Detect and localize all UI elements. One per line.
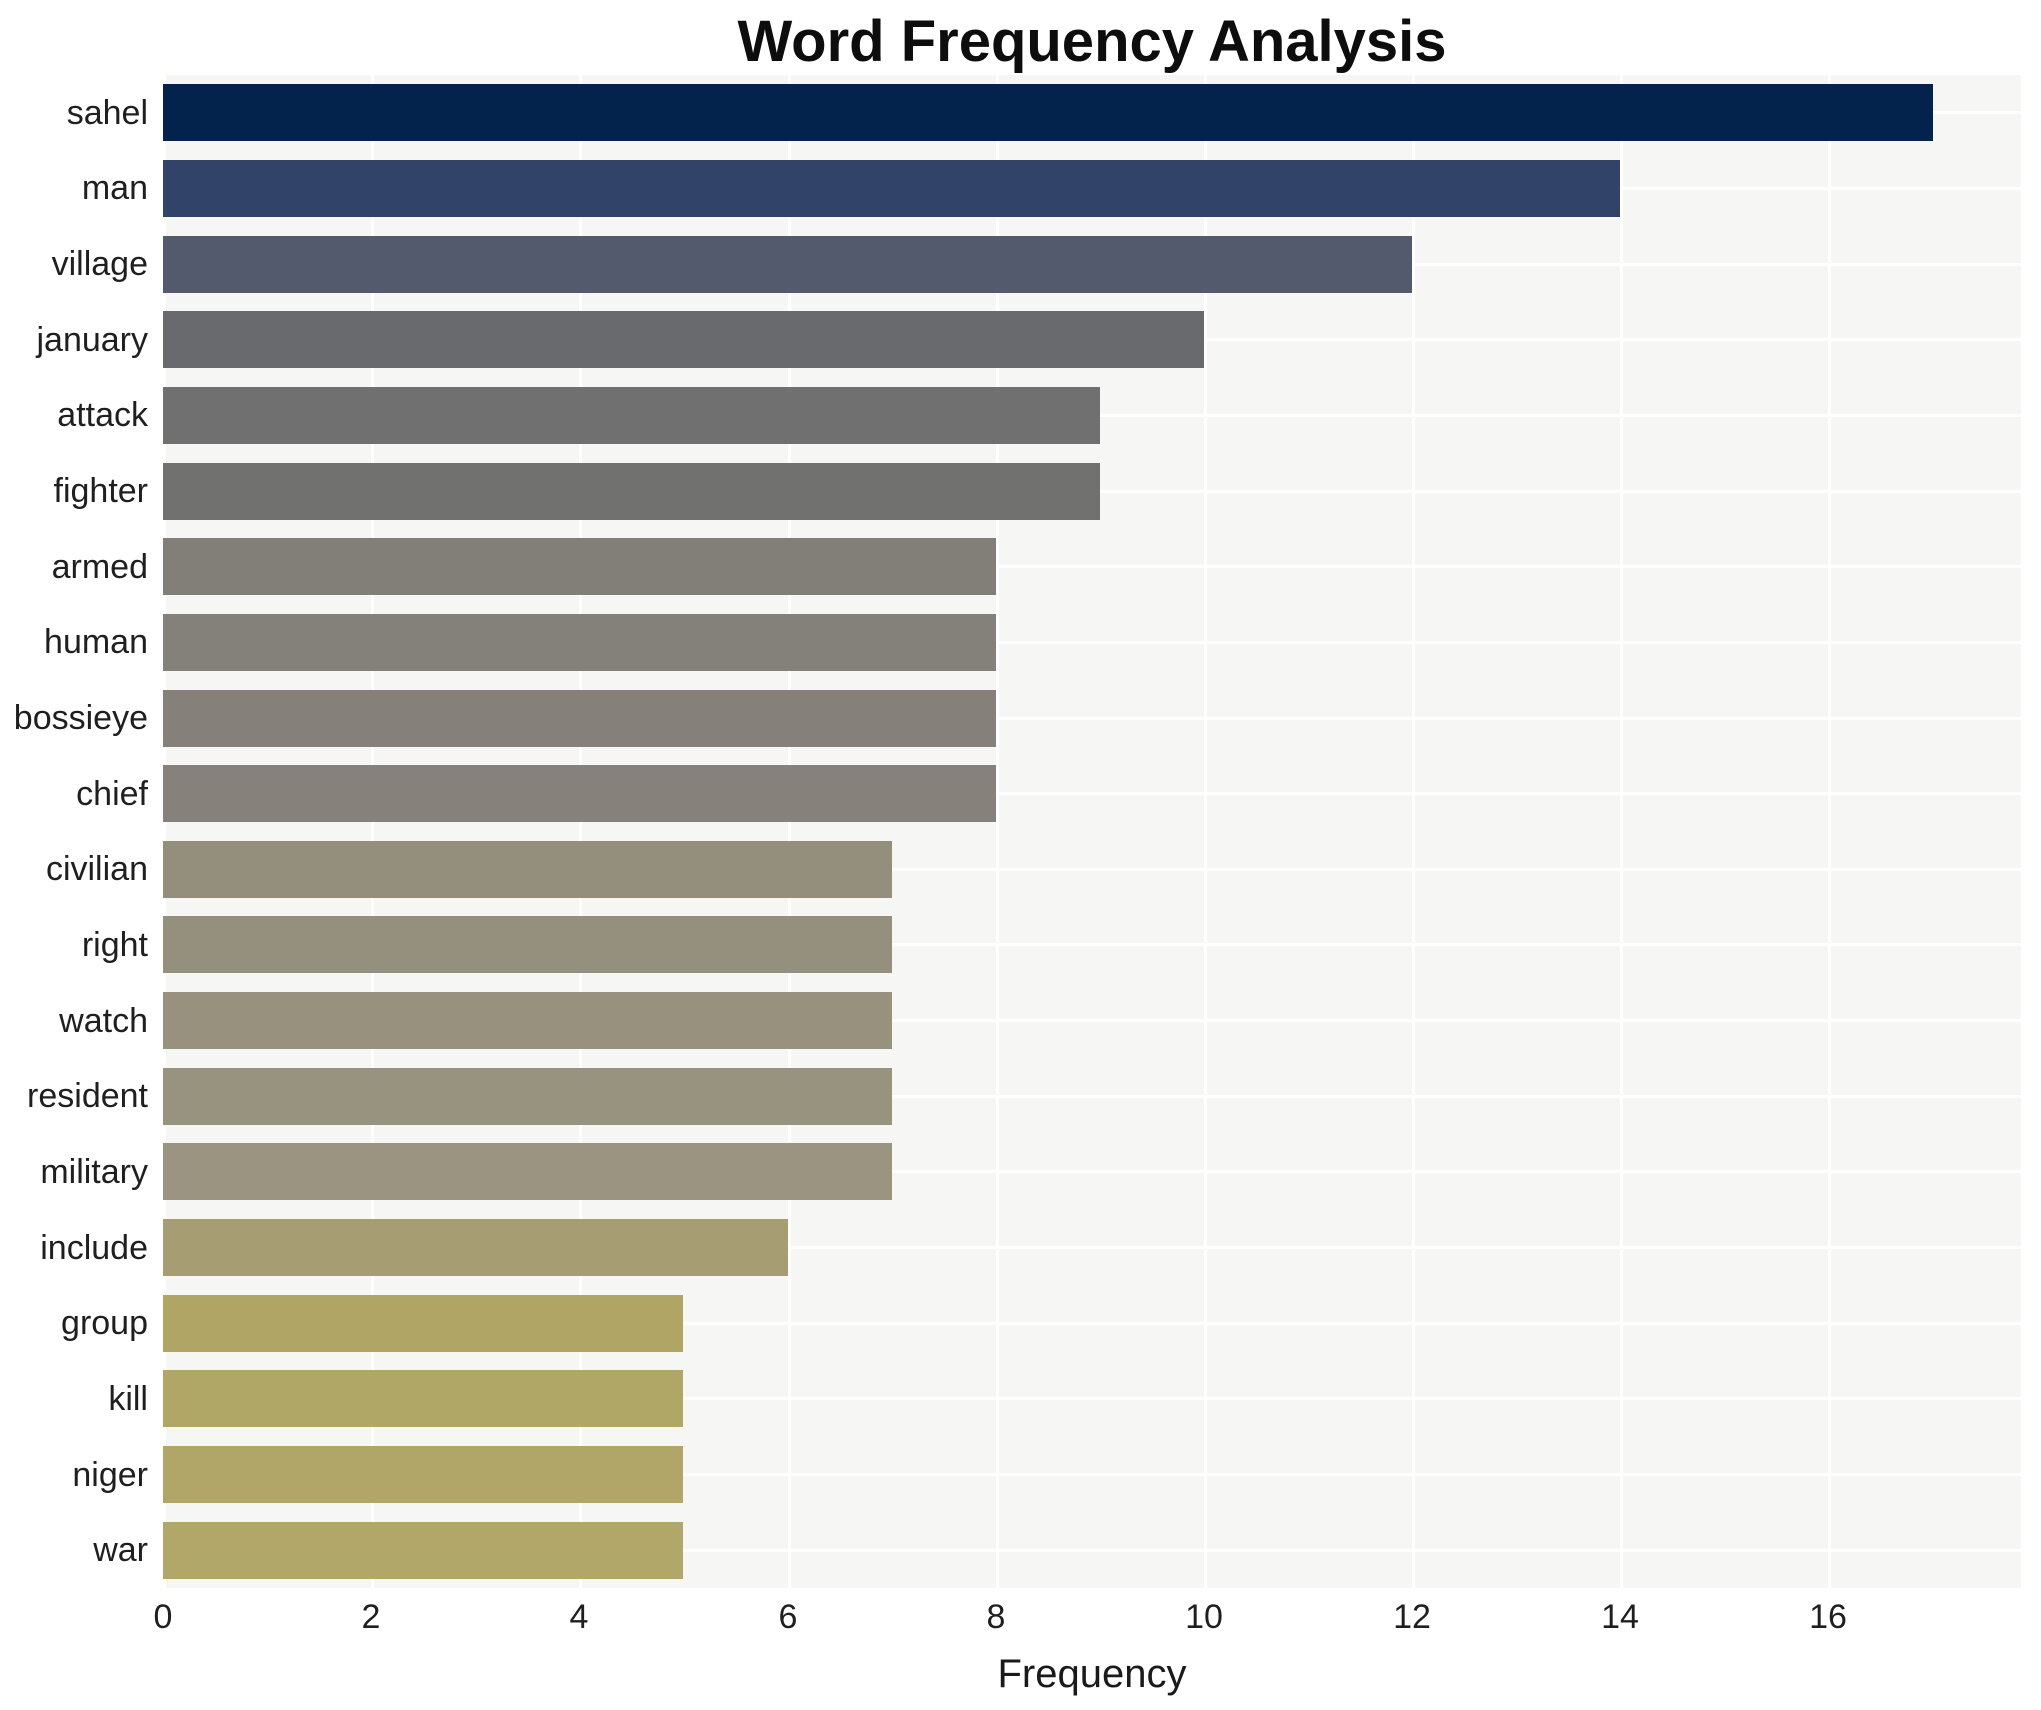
bar-civilian	[163, 841, 892, 898]
x-gridline	[788, 75, 791, 1588]
y-tick-label-kill: kill	[108, 1380, 148, 1418]
bar-kill	[163, 1370, 683, 1427]
y-tick-label-human: human	[44, 623, 148, 661]
bar-niger	[163, 1446, 683, 1503]
x-gridline	[1204, 75, 1207, 1588]
bar-attack	[163, 387, 1100, 444]
y-tick-label-village: village	[51, 245, 148, 283]
bar-group	[163, 1295, 683, 1352]
plot-area	[163, 75, 2021, 1588]
y-gridline	[163, 1473, 2021, 1476]
y-tick-label-january: january	[36, 321, 148, 359]
y-gridline	[163, 1019, 2021, 1022]
y-tick-label-civilian: civilian	[45, 850, 148, 888]
x-tick-label-4: 4	[569, 1598, 589, 1636]
x-gridline	[1412, 75, 1415, 1588]
bar-fighter	[163, 463, 1100, 520]
y-gridline	[163, 565, 2021, 568]
bar-chief	[163, 765, 996, 822]
bar-man	[163, 160, 1620, 217]
bar-war	[163, 1522, 683, 1579]
y-tick-label-war: war	[93, 1531, 148, 1569]
y-tick-label-military: military	[40, 1153, 148, 1191]
x-axis-label: Frequency	[997, 1652, 1187, 1696]
y-gridline	[163, 1170, 2021, 1173]
x-tick-label-16: 16	[1809, 1598, 1847, 1636]
y-tick-label-watch: watch	[59, 1002, 148, 1040]
y-gridline	[163, 868, 2021, 871]
bar-military	[163, 1143, 892, 1200]
y-tick-label-include: include	[40, 1229, 148, 1267]
x-tick-label-0: 0	[153, 1598, 173, 1636]
y-gridline	[163, 1095, 2021, 1098]
x-gridline	[579, 75, 582, 1588]
bar-include	[163, 1219, 788, 1276]
y-tick-label-sahel: sahel	[66, 94, 148, 132]
bar-right	[163, 916, 892, 973]
bar-sahel	[163, 84, 1933, 141]
y-gridline	[163, 1322, 2021, 1325]
y-gridline	[163, 943, 2021, 946]
y-gridline	[163, 1246, 2021, 1249]
y-gridline	[163, 1549, 2021, 1552]
y-tick-label-right: right	[81, 926, 148, 964]
x-gridline	[371, 75, 374, 1588]
y-tick-label-chief: chief	[76, 775, 148, 813]
y-tick-label-resident: resident	[27, 1077, 148, 1115]
bar-village	[163, 236, 1412, 293]
bar-resident	[163, 1068, 892, 1125]
x-gridline	[1620, 75, 1623, 1588]
y-gridline	[163, 717, 2021, 720]
y-tick-label-man: man	[81, 169, 148, 207]
y-gridline	[163, 1397, 2021, 1400]
chart-title: Word Frequency Analysis	[737, 9, 1447, 74]
x-tick-label-12: 12	[1393, 1598, 1431, 1636]
x-gridline	[1828, 75, 1831, 1588]
x-tick-label-6: 6	[778, 1598, 798, 1636]
y-tick-label-niger: niger	[72, 1456, 148, 1494]
y-tick-label-fighter: fighter	[53, 472, 149, 510]
y-gridline	[163, 641, 2021, 644]
x-tick-label-2: 2	[361, 1598, 381, 1636]
x-gridline	[163, 75, 166, 1588]
y-gridline	[163, 792, 2021, 795]
bar-bossieye	[163, 690, 996, 747]
y-tick-label-group: group	[61, 1304, 148, 1342]
x-tick-label-8: 8	[986, 1598, 1006, 1636]
bar-armed	[163, 538, 996, 595]
bar-january	[163, 311, 1204, 368]
y-tick-label-bossieye: bossieye	[13, 699, 148, 737]
y-tick-label-armed: armed	[51, 548, 148, 586]
x-tick-label-14: 14	[1601, 1598, 1639, 1636]
bar-human	[163, 614, 996, 671]
x-tick-label-10: 10	[1185, 1598, 1223, 1636]
bar-watch	[163, 992, 892, 1049]
y-tick-label-attack: attack	[57, 396, 148, 434]
x-gridline	[996, 75, 999, 1588]
